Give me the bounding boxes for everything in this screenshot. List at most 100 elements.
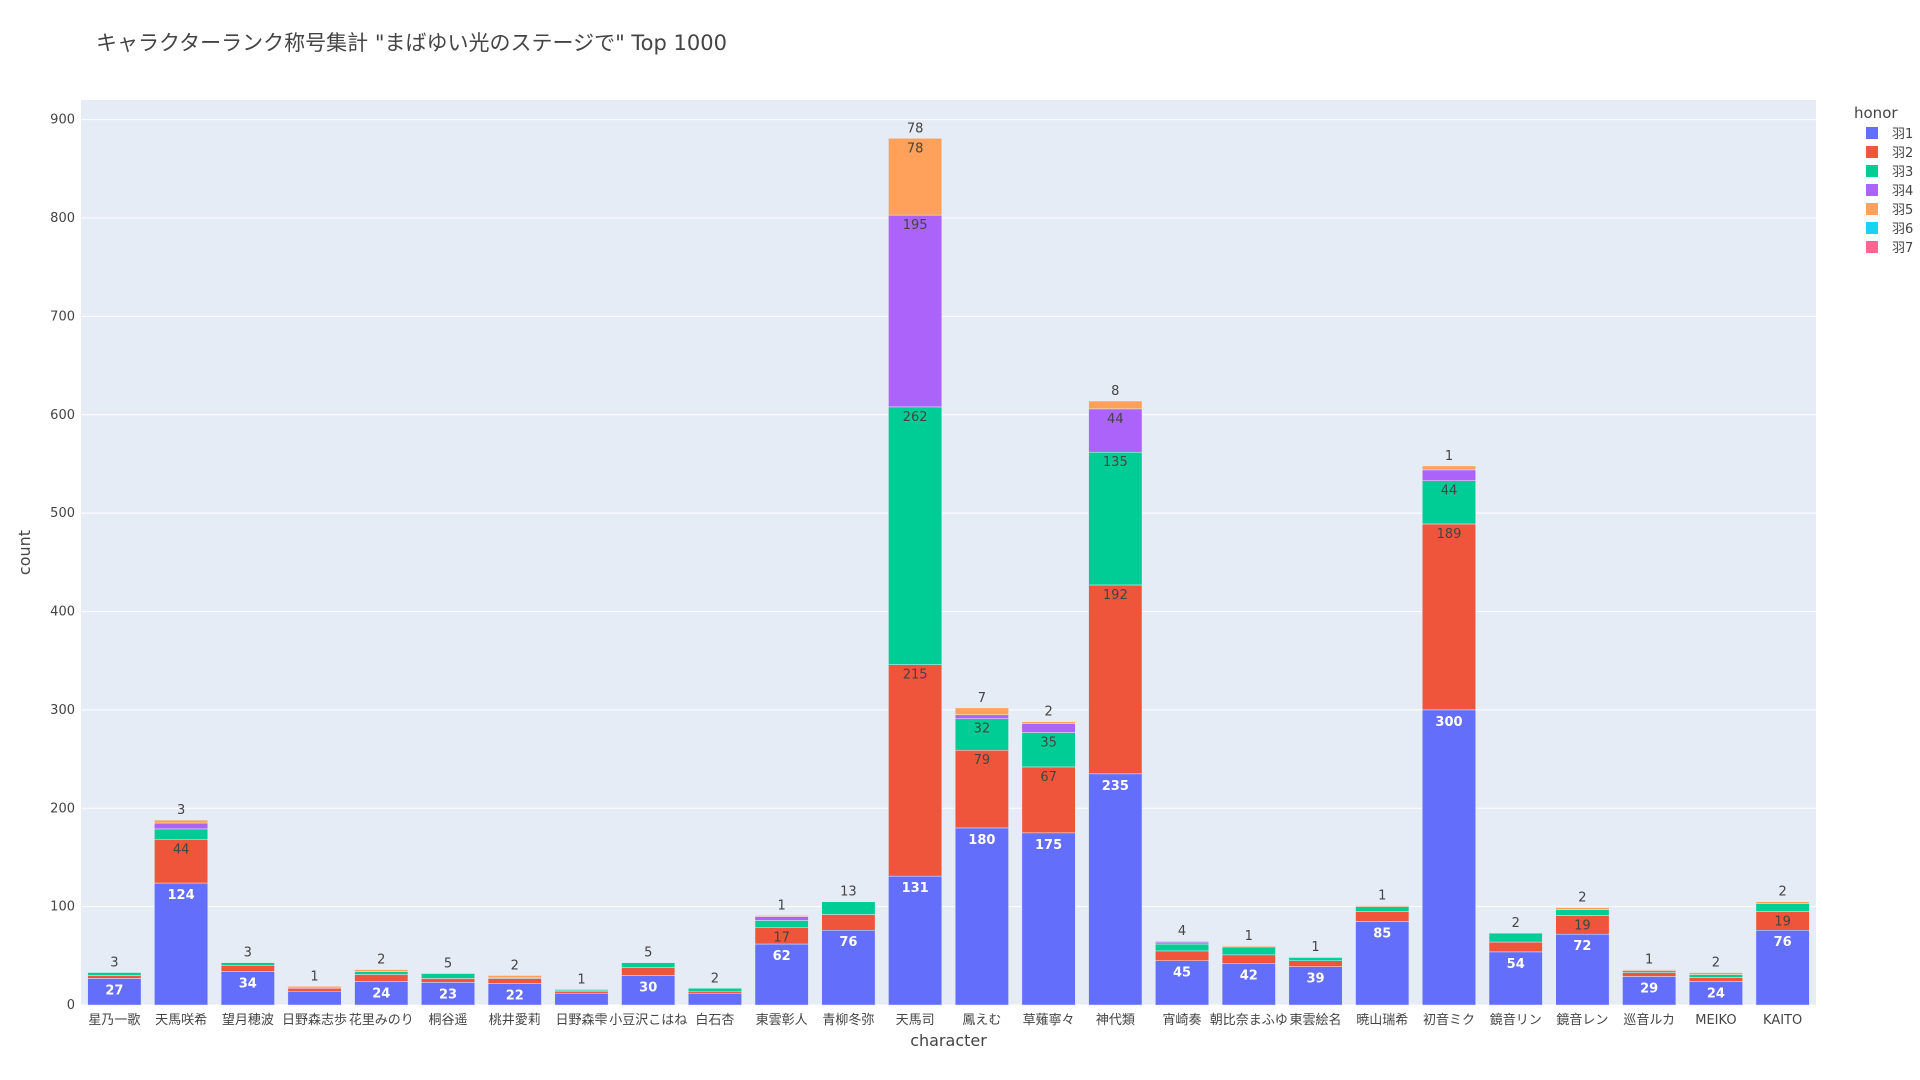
bar-segment — [1021, 732, 1076, 768]
legend-label: 羽5 — [1892, 203, 1913, 218]
bar-segment — [554, 990, 609, 994]
bar-segment — [1088, 400, 1143, 410]
y-tick-label: 800 — [50, 211, 75, 226]
bar-segment — [1355, 905, 1410, 907]
x-tick-label: 桐谷遥 — [429, 1013, 468, 1028]
bar-segment — [154, 839, 209, 884]
x-tick-label: 巡音ルカ — [1623, 1012, 1675, 1028]
legend-label: 羽6 — [1892, 222, 1913, 237]
legend-label: 羽4 — [1892, 184, 1913, 199]
bar-top-label: 1 — [577, 972, 585, 987]
bar-top-label: 2 — [1512, 916, 1520, 931]
bar-segment-label: 262 — [903, 410, 928, 425]
legend-swatch — [1866, 241, 1878, 253]
bar-segment-label: 34 — [239, 977, 257, 992]
bar-segment — [1155, 943, 1209, 952]
bar-segment-label: 215 — [903, 668, 928, 683]
bar-segment — [688, 988, 742, 992]
bar-segment — [287, 986, 342, 988]
bar-segment — [688, 992, 742, 1006]
legend-swatch — [1866, 127, 1878, 139]
bar-segment — [1755, 903, 1810, 912]
bar-segment-label: 131 — [902, 881, 929, 896]
bar-top-label: 1 — [1378, 889, 1386, 904]
bar-segment — [554, 992, 609, 1006]
bar-segment-label: 79 — [974, 753, 991, 768]
bar-segment — [1021, 832, 1076, 1006]
bar-segment — [1422, 523, 1476, 711]
bar-top-label: 2 — [1044, 705, 1052, 720]
bar-segment — [821, 929, 876, 1006]
bar-segment — [1355, 911, 1410, 922]
bar-segment — [1422, 480, 1476, 525]
bar-top-label: 2 — [711, 971, 719, 986]
bar-segment-label: 45 — [1173, 966, 1191, 981]
bar-top-label: 3 — [177, 803, 185, 818]
y-tick-label: 500 — [50, 506, 75, 521]
bar-segment-label: 32 — [974, 722, 991, 737]
bar-segment-label: 235 — [1102, 779, 1129, 794]
legend-label: 羽2 — [1892, 146, 1913, 161]
y-axis-ticks: 0 100 200 300 400 500 600 700 800 900 — [50, 113, 75, 1013]
bar-top-label: 2 — [377, 953, 385, 968]
x-tick-label: 鳳えむ — [962, 1013, 1001, 1028]
x-tick-label: 初音ミク — [1423, 1012, 1475, 1028]
bar-segment-label: 85 — [1373, 926, 1391, 941]
bar-segment — [1555, 909, 1610, 916]
bar-top-label: 2 — [1712, 956, 1720, 971]
x-tick-label: 星乃一歌 — [88, 1013, 140, 1028]
bar-segment — [421, 978, 475, 983]
bar-segment — [554, 989, 609, 991]
bar-segment — [1422, 469, 1476, 481]
bar-segment — [888, 214, 943, 408]
bar-segment — [1422, 465, 1476, 471]
bar-segment — [1355, 906, 1410, 912]
x-tick-label: 草薙寧々 — [1023, 1012, 1075, 1028]
x-tick-label: 朝比奈まふゆ — [1210, 1013, 1288, 1028]
bar-segment-label: 67 — [1040, 770, 1057, 785]
bar-segment — [220, 971, 275, 1006]
legend-swatch — [1866, 165, 1878, 177]
bar-segment-label: 22 — [506, 988, 524, 1003]
bar-segment-label: 135 — [1103, 455, 1128, 470]
legend-swatch — [1866, 203, 1878, 215]
y-tick-label: 900 — [50, 113, 75, 128]
bar-segment — [220, 962, 275, 966]
bar-segment — [754, 916, 809, 921]
bar-segment — [1088, 408, 1143, 453]
bars — [87, 138, 1810, 1006]
bar-segment-label: 27 — [105, 983, 123, 998]
bar-segment — [954, 718, 1009, 751]
bar-segment — [888, 875, 943, 1006]
x-tick-label: 東雲絵名 — [1290, 1012, 1342, 1028]
bar-top-label: 1 — [778, 898, 786, 913]
x-tick-label: 小豆沢こはね — [609, 1013, 687, 1028]
bar-segment — [1288, 956, 1343, 959]
legend-swatch — [1866, 146, 1878, 158]
chart-title: キャラクターランク称号集計 "まばゆい光のステージで" Top 1000 — [96, 31, 727, 55]
bar-segment-label: 175 — [1035, 838, 1062, 853]
x-tick-label: 東雲彰人 — [756, 1012, 808, 1028]
bar-segment-label: 54 — [1507, 957, 1525, 972]
bar-segment — [621, 975, 676, 1006]
bar-top-label: 1 — [1311, 940, 1319, 955]
bar-segment — [421, 973, 475, 979]
x-tick-label: 神代類 — [1096, 1013, 1135, 1028]
x-tick-label: 日野森雫 — [555, 1013, 607, 1028]
bar-segment-label: 39 — [1306, 972, 1324, 987]
bar-segment — [1755, 929, 1810, 1006]
legend-label: 羽1 — [1892, 127, 1913, 142]
bar-segment — [487, 978, 542, 984]
bar-top-label: 1 — [1245, 929, 1253, 944]
bar-segment — [1688, 972, 1743, 975]
x-tick-label: 桃井愛莉 — [489, 1013, 541, 1028]
x-tick-label: 天馬司 — [896, 1013, 935, 1028]
bar-segment — [1555, 933, 1610, 1006]
bar-top-label: 3 — [110, 956, 118, 971]
bar-top-label: 1 — [1645, 953, 1653, 968]
bar-segment — [1622, 972, 1677, 977]
bar-segment-label: 124 — [168, 888, 195, 903]
y-tick-label: 400 — [50, 605, 75, 620]
bar-segment — [1021, 721, 1076, 724]
bar-segment-label: 195 — [903, 218, 928, 233]
